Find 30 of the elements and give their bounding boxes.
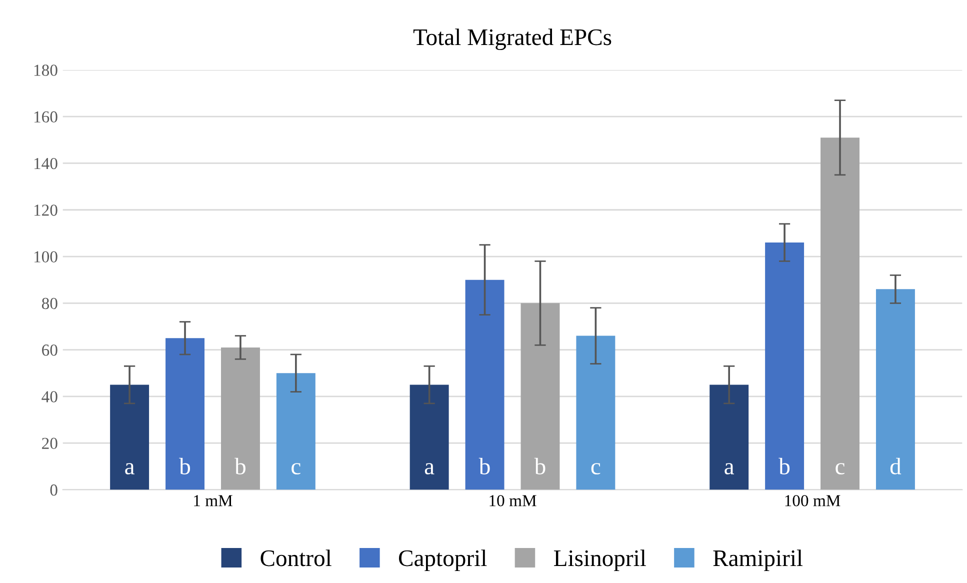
data-label: a (125, 463, 134, 474)
data-label: b (234, 458, 246, 474)
y-tick-label: 180 (34, 64, 58, 76)
legend-label: Captopril (398, 550, 487, 572)
x-tick-label: 1 mM (194, 495, 232, 506)
y-tick-label: 0 (50, 484, 58, 496)
legend-label: Lisinopril (554, 550, 646, 572)
x-tick-label: 100 mM (785, 495, 840, 506)
data-label: a (424, 463, 434, 474)
legend-label: Control (260, 550, 332, 566)
data-label: c (292, 463, 300, 474)
data-label: c (591, 463, 600, 474)
data-label: b (478, 458, 490, 474)
data-label: d (890, 458, 902, 474)
y-tick-label: 60 (42, 344, 58, 356)
data-label: b (534, 458, 546, 474)
y-tick-label: 160 (34, 111, 58, 123)
data-label: a (724, 463, 734, 474)
chart-title: Total Migrated EPCs (413, 28, 612, 50)
y-tick-label: 140 (34, 158, 58, 170)
y-tick-label: 20 (42, 438, 58, 450)
y-tick-label: 80 (42, 298, 58, 310)
y-tick-label: 120 (34, 204, 58, 216)
legend-label: Ramipiril (713, 550, 803, 572)
x-tick-label: 10 mM (490, 495, 536, 506)
y-tick-label: 40 (42, 391, 58, 402)
data-label: b (179, 458, 190, 474)
data-label: c (836, 463, 845, 474)
data-label: b (778, 458, 790, 474)
y-tick-label: 100 (34, 251, 58, 262)
